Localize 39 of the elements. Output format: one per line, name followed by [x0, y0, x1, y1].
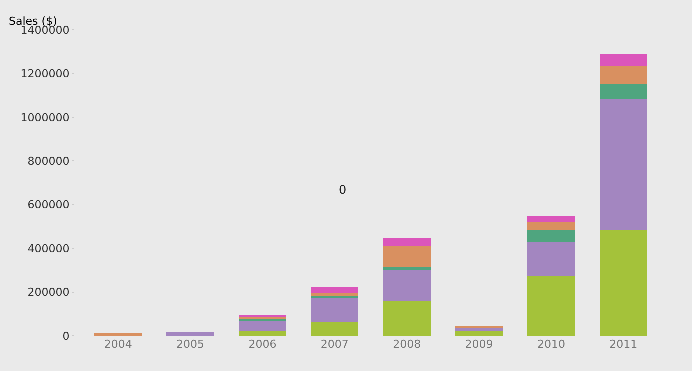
- bar: [238, 330, 287, 336]
- x-tick-label: 2011: [610, 338, 638, 351]
- bar: [600, 84, 648, 100]
- x-tick-label: 2007: [320, 338, 349, 351]
- bar: [528, 230, 576, 242]
- x-tick-label: 2010: [537, 338, 566, 351]
- bar: [383, 268, 431, 270]
- bar: [311, 292, 359, 296]
- bar: [600, 230, 648, 336]
- y-tick-label: 1200000: [20, 68, 70, 81]
- y-tick-label: 1000000: [20, 111, 70, 124]
- bar: [383, 246, 431, 268]
- x-tick-label: 2004: [104, 338, 132, 351]
- bar: [600, 100, 648, 230]
- bar: [383, 238, 431, 247]
- x-tick-label: 2009: [465, 338, 494, 351]
- bar: [383, 270, 431, 302]
- y-tick-label: 200000: [28, 286, 70, 300]
- bar: [311, 297, 359, 322]
- y-tick-label: 800000: [28, 154, 70, 168]
- bar: [528, 276, 576, 336]
- bar: [455, 330, 504, 336]
- bar: [600, 66, 648, 85]
- x-tick-label: 2005: [176, 338, 205, 351]
- bar: [528, 242, 576, 276]
- x-tick-label: 2006: [248, 338, 277, 351]
- bar: [528, 216, 576, 222]
- y-tick-label: 600000: [28, 198, 70, 212]
- x-tick-label: 2008: [393, 338, 422, 351]
- bar: [311, 322, 359, 336]
- bar: [600, 54, 648, 66]
- bar: [528, 222, 576, 230]
- y-tick-label: 400000: [28, 242, 70, 256]
- bar: [383, 301, 431, 336]
- bar: [311, 288, 359, 293]
- bar: [238, 320, 287, 331]
- annotation: 0: [339, 183, 347, 197]
- bar: [166, 332, 214, 336]
- y-tick-label: 0: [62, 330, 70, 343]
